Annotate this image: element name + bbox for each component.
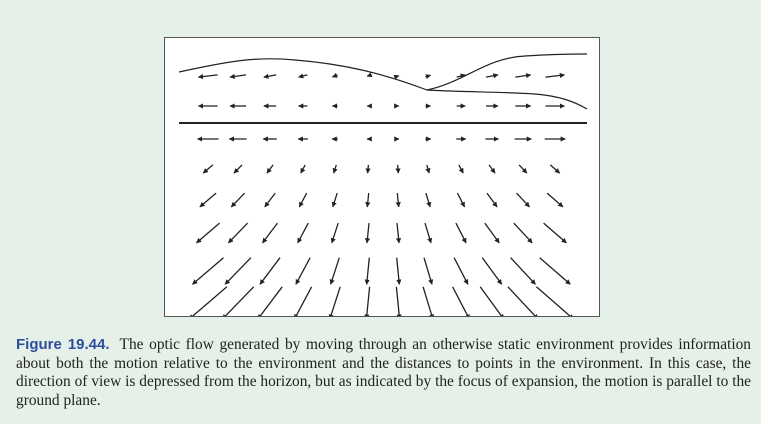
flow-arrow (188, 286, 228, 316)
flow-arrow (332, 164, 338, 174)
flow-arrow (257, 286, 283, 316)
flow-arrow (484, 222, 500, 244)
flow-arrow (485, 73, 499, 79)
flow-arrow (424, 222, 433, 244)
flow-arrow (300, 164, 306, 174)
flow-arrow (453, 257, 469, 285)
flow-arrow (455, 222, 467, 244)
flow-arrow (545, 72, 566, 79)
flow-arrow (227, 222, 249, 244)
figure-label: Figure 19.44. (16, 336, 110, 353)
flow-arrow (425, 192, 432, 208)
flow-arrow (507, 286, 539, 316)
flow-arrow (197, 73, 218, 80)
flow-arrow (452, 286, 470, 316)
flow-arrow (230, 192, 246, 208)
flow-arrow (539, 257, 571, 285)
flow-arrow (513, 222, 533, 244)
flow-arrow (330, 222, 339, 244)
flow-arrow (423, 257, 434, 285)
flow-arrow (479, 286, 505, 316)
flow-arrow (516, 192, 530, 208)
flow-arrow (192, 257, 224, 285)
flow-arrow (535, 286, 574, 316)
flow-arrow (364, 286, 371, 316)
flow-arrow (202, 164, 214, 174)
flow-arrow (488, 164, 496, 174)
flow-arrow (456, 73, 466, 79)
flow-arrow (229, 73, 247, 80)
flow-arrow (263, 73, 277, 79)
flow-arrow (329, 257, 340, 285)
flow-arrow (396, 257, 402, 285)
flow-arrow (199, 192, 217, 208)
flow-arrow (298, 192, 308, 208)
flow-arrow (365, 193, 371, 208)
flow-arrow (261, 222, 279, 244)
flow-arrow (297, 222, 309, 244)
flow-arrow (395, 223, 402, 244)
flow-arrow (295, 257, 311, 285)
flow-arrow (395, 193, 401, 208)
flow-arrow (456, 192, 466, 208)
flow-arrow (486, 192, 498, 208)
figure-caption: Figure 19.44. The optic flow generated by… (16, 336, 751, 410)
flow-arrow (196, 222, 220, 244)
flow-arrow (546, 192, 564, 208)
flow-arrow (328, 286, 341, 316)
flow-arrow (364, 223, 371, 244)
flow-arrow (224, 257, 252, 285)
flow-arrow (422, 286, 435, 316)
flow-arrow (331, 192, 338, 208)
flow-arrow (458, 164, 464, 174)
flow-arrow (365, 164, 371, 174)
flow-arrow (549, 164, 561, 174)
flow-arrow (393, 74, 400, 80)
skyline-contour-lower (426, 89, 588, 110)
flow-vectors (188, 72, 574, 316)
flow-arrow (366, 72, 373, 78)
flow-arrow (264, 192, 276, 208)
flow-arrow (298, 73, 308, 79)
flow-arrow (518, 164, 528, 174)
flow-arrow (331, 72, 338, 78)
flow-arrow (266, 164, 274, 174)
flow-arrow (259, 257, 281, 285)
skyline-contour-upper (178, 53, 588, 91)
flow-arrow (395, 164, 401, 174)
caption-text: The optic flow generated by moving throu… (16, 336, 751, 409)
flow-arrow (481, 257, 503, 285)
flow-arrow (364, 257, 370, 285)
flow-arrow (425, 74, 431, 80)
flow-arrow (510, 257, 536, 285)
flow-arrow (543, 222, 567, 244)
flow-arrow (233, 164, 243, 174)
flow-arrow (425, 164, 431, 174)
flow-arrow (294, 286, 313, 316)
flow-arrow (515, 72, 532, 79)
flow-arrow (395, 286, 402, 316)
optic-flow-figure (164, 37, 600, 317)
flow-arrow (221, 286, 255, 316)
